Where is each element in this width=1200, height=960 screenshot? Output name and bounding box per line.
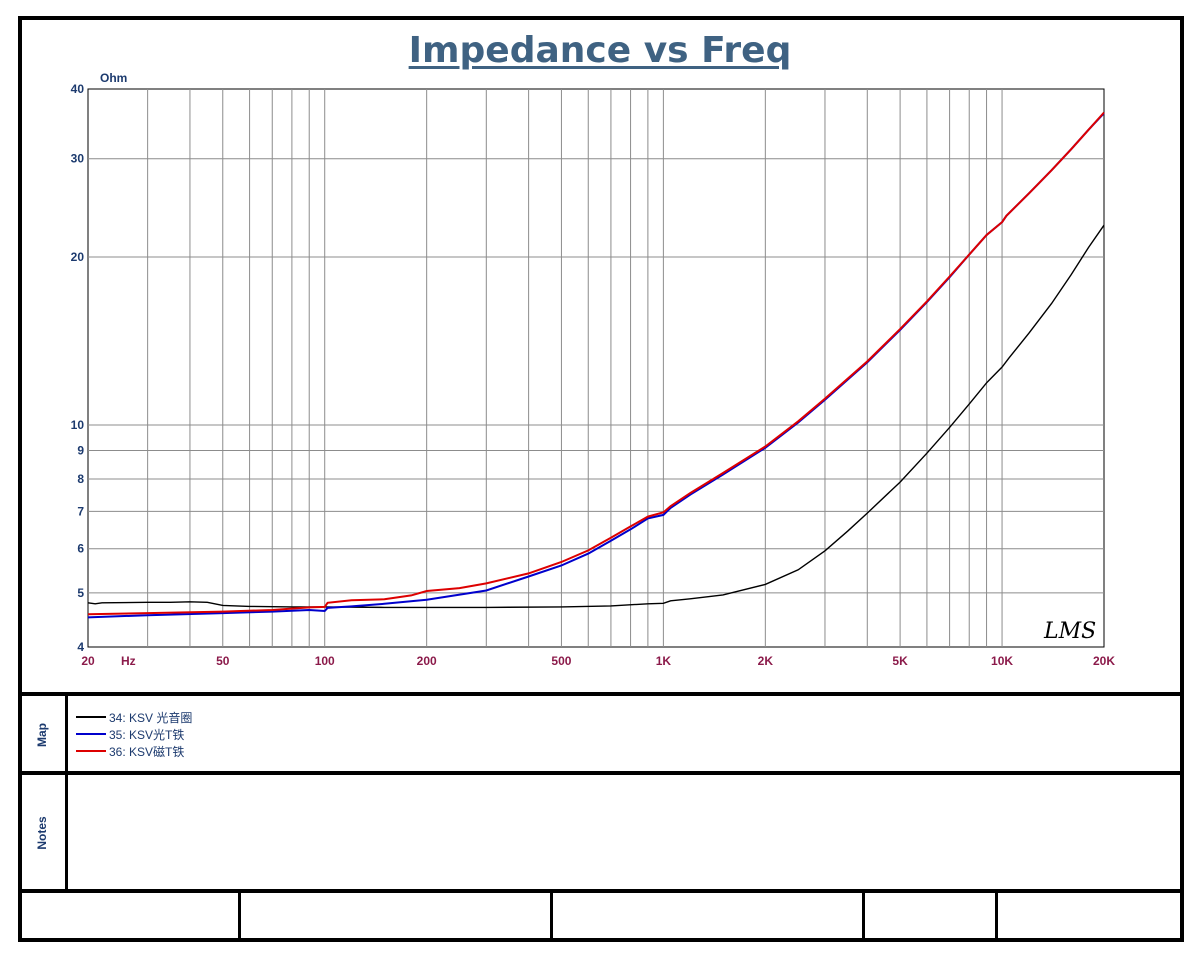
- chart-frame: [18, 16, 1184, 942]
- x-tick-label: 50: [216, 654, 230, 668]
- y-axis-label: Ohm: [100, 71, 128, 85]
- y-tick-label: 20: [71, 250, 85, 264]
- y-tick-label: 8: [77, 472, 84, 486]
- series-line-1: [87, 224, 1105, 609]
- plot-area: [87, 88, 1105, 648]
- y-tick-label: 10: [71, 418, 85, 432]
- map-section-label: Map: [35, 723, 49, 747]
- x-tick-label: 500: [551, 654, 571, 668]
- x-tick-label: 200: [417, 654, 437, 668]
- x-tick-label: 5K: [892, 654, 908, 668]
- impedance-chart: 20 50 100 200 500 1K 2K 5K 10K 20K 4 5 6 7 8 9 10 20 30 40…: [71, 82, 1116, 668]
- legend-swatch: [76, 750, 106, 752]
- notes-section-label: Notes: [35, 816, 49, 850]
- x-tick-label: 2K: [758, 654, 774, 668]
- x-tick-label: 20K: [1093, 654, 1115, 668]
- y-tick-label: 6: [77, 542, 84, 556]
- legend-label: 36: KSV磁T铁: [109, 744, 185, 759]
- x-tick-label: 1K: [656, 654, 672, 668]
- divider-footer-top: [18, 889, 1184, 893]
- label-column-divider: [65, 692, 68, 892]
- legend-swatch: [76, 716, 106, 718]
- y-tick-label: 4: [77, 640, 84, 654]
- x-tick-label: 100: [315, 654, 335, 668]
- legend-item: 34: KSV 光音圈: [76, 709, 192, 725]
- y-tick-labels: 4 5 6 7 8 9 10 20 30 40: [71, 82, 85, 654]
- y-tick-label: 7: [77, 504, 84, 518]
- divider-map-top: [18, 692, 1184, 696]
- legend-item: 36: KSV磁T铁: [76, 743, 184, 759]
- footer-divider: [550, 893, 553, 940]
- x-unit-label: Hz: [121, 654, 136, 668]
- x-tick-label: 10K: [991, 654, 1013, 668]
- legend-label: 35: KSV光T铁: [109, 727, 185, 742]
- series-lines: [87, 111, 1105, 619]
- footer-divider: [862, 893, 865, 940]
- legend-label: 34: KSV 光音圈: [109, 710, 193, 725]
- y-tick-label: 30: [71, 152, 85, 166]
- chart-title: Impedance vs Freq: [408, 30, 792, 71]
- x-tick-labels: 20 50 100 200 500 1K 2K 5K 10K 20K: [81, 654, 1115, 668]
- footer-divider: [238, 893, 241, 940]
- legend-swatch: [76, 733, 106, 735]
- legend-item: 35: KSV光T铁: [76, 726, 184, 742]
- y-tick-label: 5: [77, 586, 84, 600]
- grid-lines: [88, 89, 1104, 647]
- y-tick-label: 9: [77, 443, 84, 457]
- y-tick-label: 40: [71, 82, 85, 96]
- lms-watermark: LMS: [1043, 619, 1096, 644]
- series-line-3: [87, 111, 1105, 616]
- x-tick-label: 20: [81, 654, 95, 668]
- footer-divider: [995, 893, 998, 940]
- divider-notes-top: [18, 771, 1184, 775]
